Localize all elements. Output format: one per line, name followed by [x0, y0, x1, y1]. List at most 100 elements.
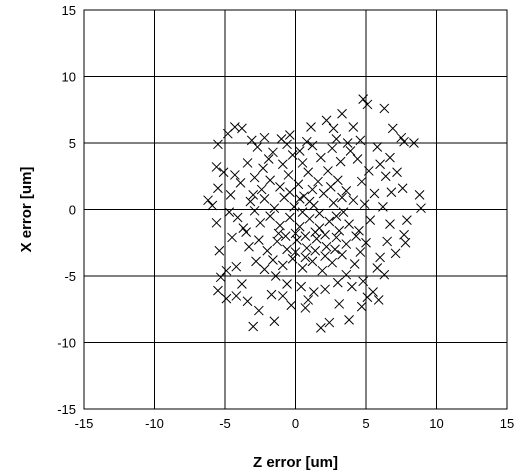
data-point	[285, 212, 295, 223]
data-point	[341, 269, 352, 280]
data-point	[215, 272, 226, 283]
data-point	[290, 247, 301, 257]
data-point	[313, 176, 323, 187]
x-tick-label: -10	[145, 416, 164, 431]
data-point	[224, 207, 235, 218]
y-tick-label: 10	[62, 70, 76, 85]
data-point	[244, 241, 254, 252]
data-point	[316, 152, 326, 163]
data-point	[237, 279, 247, 289]
data-point	[269, 316, 280, 327]
data-point	[265, 211, 275, 222]
data-point	[297, 263, 308, 273]
data-point	[328, 197, 339, 208]
data-point	[349, 259, 360, 269]
data-point	[363, 166, 374, 176]
data-point	[231, 261, 242, 272]
data-point	[324, 317, 335, 328]
data-point	[320, 284, 330, 295]
data-point	[213, 139, 223, 150]
data-point	[297, 158, 308, 168]
data-point	[325, 182, 336, 192]
data-point	[249, 205, 260, 216]
data-point	[380, 171, 391, 182]
data-point	[317, 265, 328, 276]
data-point	[301, 136, 312, 147]
data-point	[253, 235, 264, 245]
data-point	[379, 269, 390, 280]
data-point	[362, 99, 373, 110]
data-point	[396, 132, 407, 143]
data-point	[287, 150, 298, 160]
data-point	[242, 158, 253, 168]
data-point	[397, 183, 408, 194]
data-point	[207, 200, 218, 211]
data-point	[232, 212, 243, 223]
data-point	[416, 203, 426, 214]
data-point	[334, 225, 345, 236]
data-point	[266, 289, 277, 300]
data-point	[275, 182, 285, 192]
data-point	[320, 229, 330, 240]
data-point	[221, 293, 232, 304]
data-point	[321, 241, 332, 252]
data-point	[231, 291, 242, 301]
data-point	[303, 167, 314, 178]
data-point	[297, 207, 308, 218]
data-point	[293, 179, 304, 190]
data-point	[344, 219, 354, 229]
data-point	[354, 225, 364, 236]
data-point	[328, 123, 339, 134]
data-point	[358, 94, 369, 104]
data-point	[310, 245, 321, 256]
y-tick-label: -15	[57, 402, 76, 417]
data-point	[285, 130, 295, 140]
data-point	[268, 147, 278, 158]
data-point	[355, 247, 366, 257]
data-point	[400, 237, 411, 248]
data-point	[331, 134, 342, 144]
data-point	[372, 142, 383, 152]
data-point	[273, 228, 284, 239]
data-point	[294, 221, 305, 232]
data-point	[214, 245, 225, 256]
data-point	[211, 162, 222, 172]
data-point	[352, 154, 363, 164]
data-point	[392, 167, 402, 178]
data-point	[358, 276, 369, 287]
data-point	[211, 217, 222, 228]
data-point	[222, 128, 233, 139]
data-point	[402, 215, 412, 225]
data-point	[282, 244, 292, 255]
data-point	[213, 285, 223, 296]
data-point	[301, 243, 312, 253]
data-point	[272, 236, 283, 247]
data-point	[277, 291, 288, 301]
x-tick-label: -15	[75, 416, 94, 431]
y-tick-label: 15	[62, 3, 76, 18]
data-point	[290, 228, 301, 239]
data-point	[356, 301, 367, 312]
data-point	[294, 146, 305, 156]
data-point	[221, 265, 232, 276]
data-point	[286, 300, 297, 311]
data-point	[292, 235, 302, 245]
data-point	[245, 196, 256, 207]
data-point	[341, 186, 352, 196]
data-point	[227, 232, 237, 243]
data-point	[320, 251, 330, 261]
data-point	[409, 138, 419, 148]
data-point	[268, 255, 278, 265]
data-point	[203, 195, 213, 206]
data-point	[379, 103, 390, 114]
data-point	[280, 231, 291, 241]
data-point	[308, 287, 319, 297]
data-point	[385, 152, 395, 163]
data-point	[289, 201, 299, 212]
data-point	[331, 211, 342, 222]
y-tick-label: -10	[57, 336, 76, 351]
data-point	[270, 271, 281, 281]
x-tick-labels: -15 -10 -5 0 5 10 15	[75, 416, 515, 431]
data-point	[225, 190, 236, 200]
